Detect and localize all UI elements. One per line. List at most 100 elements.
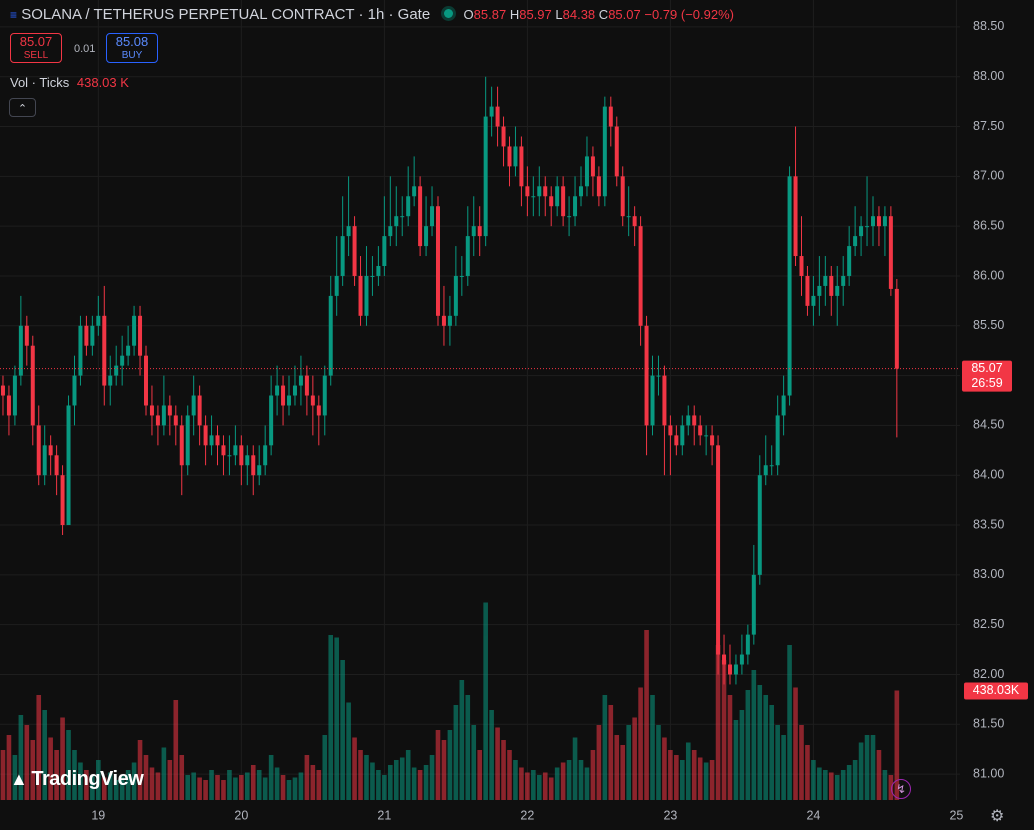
candle-body [388, 226, 393, 237]
candle-body [483, 116, 488, 237]
sell-button[interactable]: 85.07 SELL [10, 33, 62, 63]
volume-bar [793, 687, 798, 800]
candle-body [24, 325, 29, 346]
candle-body [132, 315, 137, 346]
menu-icon[interactable]: ≡ [10, 8, 18, 22]
volume-bar [197, 777, 202, 800]
candle-body [424, 226, 429, 247]
volume-bar [584, 767, 590, 800]
volume-bar [340, 660, 345, 800]
status-dot [444, 9, 454, 18]
settings-button[interactable]: ⚙ [990, 808, 1005, 825]
candle-body [263, 445, 268, 466]
volume-bar [286, 780, 292, 800]
candle-body [114, 365, 119, 376]
volume-bar [411, 767, 417, 800]
volume-bar [781, 735, 786, 800]
candle-body [245, 455, 250, 466]
candle-body [287, 395, 292, 406]
candle-body [853, 236, 858, 247]
candle-body [310, 395, 315, 406]
candle-body [185, 415, 190, 466]
candle-body [722, 654, 727, 665]
candle-body [382, 236, 387, 267]
volume-bar [519, 767, 524, 800]
candle-body [829, 275, 834, 296]
candle-body [513, 146, 518, 167]
candle-body [614, 126, 619, 177]
volume-bar [447, 730, 453, 800]
volume-bar [697, 757, 703, 800]
volume-bar [42, 710, 47, 800]
volume-bar [620, 745, 626, 800]
y-tick-label: 83.00 [973, 567, 1004, 581]
volume-bar [352, 737, 357, 800]
candle-body [805, 275, 810, 306]
volume-bar [608, 705, 614, 800]
symbol-title[interactable]: SOLANA / TETHERUS PERPETUAL CONTRACT · 1… [21, 6, 431, 23]
volume-bar [525, 772, 530, 800]
volume-bar [221, 780, 226, 800]
candle-body [257, 465, 262, 476]
candle-body [30, 345, 35, 426]
volume-bar [96, 760, 101, 800]
y-tick-label: 81.50 [973, 717, 1004, 731]
candle-body [227, 455, 232, 457]
candle-body [799, 256, 804, 276]
candle-body [507, 146, 512, 167]
volume-bar [233, 777, 238, 800]
volume-bar [203, 780, 208, 800]
y-tick-label: 87.00 [973, 169, 1004, 183]
volume-bar [310, 765, 316, 800]
volume-bar [596, 725, 602, 800]
volume-bar [769, 705, 774, 800]
candle-body [537, 186, 542, 197]
buy-button[interactable]: 85.08 BUY [106, 33, 158, 63]
volume-bar [274, 767, 280, 800]
candle-body [465, 236, 470, 276]
volume-bar [322, 735, 328, 800]
volume-bar [179, 755, 185, 800]
volume-bar [614, 735, 620, 800]
volume-bar [840, 770, 846, 800]
candle-body [12, 375, 17, 416]
candle-body [739, 654, 744, 665]
candle-body [793, 176, 798, 257]
volume-bar [370, 762, 375, 800]
volume-bar [691, 750, 697, 800]
volume-bar [119, 775, 125, 800]
volume-bar [828, 772, 834, 800]
volume-bar [0, 750, 6, 800]
y-tick-label: 88.50 [973, 19, 1004, 33]
y-tick-label: 87.50 [973, 119, 1004, 133]
candle-body [471, 226, 476, 237]
volume-bar [560, 762, 566, 800]
ohlc-label: L [555, 7, 563, 22]
candle-body [870, 216, 875, 227]
volume-bar [572, 737, 578, 800]
volume-bar [685, 742, 691, 800]
candle-body [608, 106, 613, 127]
candle-body [561, 186, 566, 217]
candle-body [167, 405, 172, 416]
candle-body [6, 395, 11, 416]
volume-bar [48, 737, 53, 800]
candle-body [435, 206, 440, 316]
volume-bar [453, 705, 459, 800]
volume-bar [656, 725, 661, 800]
alert-button[interactable]: ↯ [891, 779, 911, 799]
candle-body [406, 196, 411, 217]
candle-body [477, 226, 482, 237]
volume-bar [554, 767, 560, 800]
candle-body [656, 375, 661, 377]
collapse-button[interactable]: ⌃ [9, 98, 36, 117]
volume-bar [262, 777, 268, 800]
volume-bar [674, 755, 679, 800]
candle-body [0, 385, 5, 396]
candle-body [882, 216, 887, 227]
candle-body [334, 275, 339, 296]
volume-bar [507, 750, 512, 800]
volume-bar [721, 660, 727, 800]
